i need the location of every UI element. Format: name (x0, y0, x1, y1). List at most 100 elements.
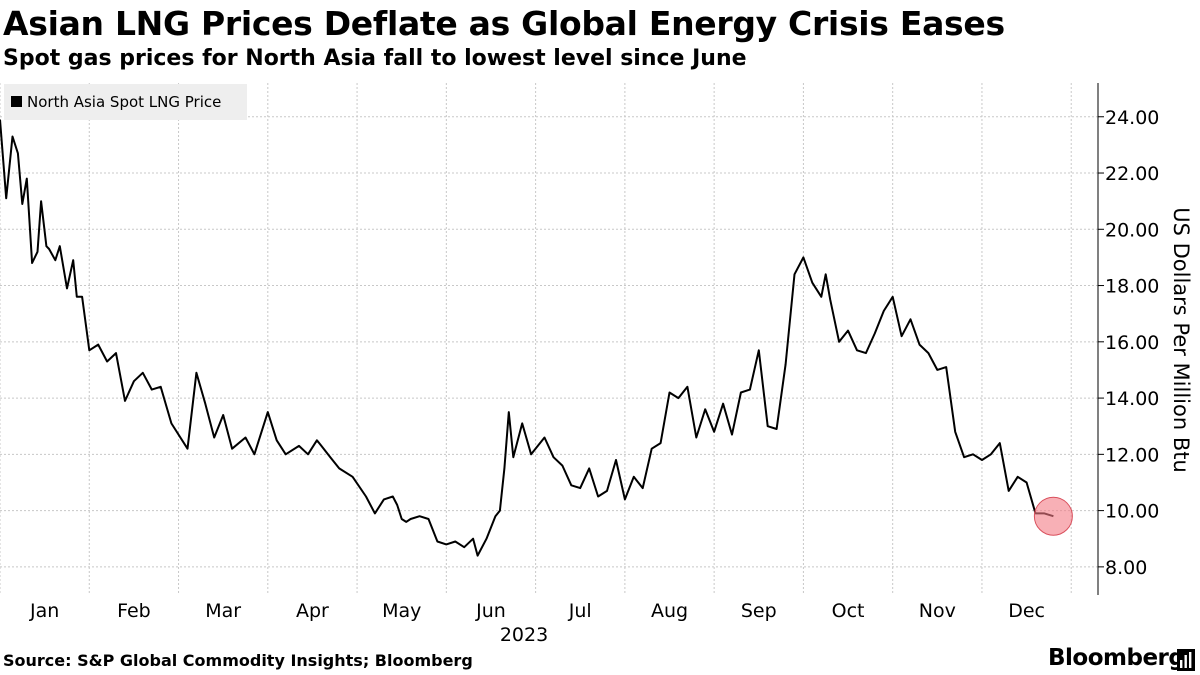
data-point (446, 544, 448, 546)
data-point (405, 521, 407, 523)
data-point (171, 423, 173, 425)
data-point (115, 352, 117, 354)
series-line (0, 119, 1054, 557)
data-point (383, 499, 385, 501)
data-point (990, 454, 992, 456)
data-point (428, 518, 430, 520)
data-point (392, 496, 394, 498)
y-tick-label: 14.00 (1105, 388, 1159, 410)
data-point (544, 437, 546, 439)
data-point (40, 200, 42, 202)
data-point (196, 372, 198, 374)
data-point (254, 454, 256, 456)
gridlines (0, 83, 1098, 595)
last-point-highlight (1033, 496, 1073, 536)
data-point (437, 541, 439, 543)
x-tick-label: Mar (205, 600, 241, 622)
data-point (97, 344, 99, 346)
legend-label: North Asia Spot LNG Price (27, 93, 221, 111)
data-point (267, 411, 269, 413)
data-point (825, 273, 827, 275)
chart-subtitle: Spot gas prices for North Asia fall to l… (3, 46, 747, 71)
x-tick-label: Jul (568, 600, 592, 622)
x-tick-label: Nov (919, 600, 956, 622)
data-point (365, 496, 367, 498)
data-point (579, 487, 581, 489)
data-point (321, 445, 323, 447)
x-tick-label: May (382, 600, 421, 622)
data-point (767, 425, 769, 427)
data-point (5, 198, 7, 200)
x-axis-year-label: 2023 (500, 624, 548, 646)
data-point (812, 282, 814, 284)
data-point (316, 439, 318, 441)
data-point (642, 487, 644, 489)
data-point (55, 259, 57, 261)
data-point (463, 546, 465, 548)
data-point (504, 468, 506, 470)
y-tick-labels: 8.00 10.00 12.00 14.00 16.00 18.00 20.00 22.00 2… (1105, 107, 1159, 579)
data-point (687, 386, 689, 388)
legend-background (4, 84, 247, 120)
data-point (660, 442, 662, 444)
data-points (0, 119, 1054, 557)
data-point (521, 423, 523, 425)
data-point (1008, 490, 1010, 492)
data-point (48, 248, 50, 250)
data-point (401, 518, 403, 520)
data-point (874, 333, 876, 335)
data-point (910, 319, 912, 321)
source-note: Source: S&P Global Commodity Insights; B… (3, 651, 473, 670)
y-axis-label: US Dollars Per Million Btu (1169, 207, 1193, 473)
data-point (588, 468, 590, 470)
data-point (512, 456, 514, 458)
data-point (937, 369, 939, 371)
y-tick-label: 10.00 (1105, 501, 1159, 523)
y-tick-label: 18.00 (1105, 276, 1159, 298)
x-tick-label: Sep (741, 600, 777, 622)
data-point (633, 476, 635, 478)
data-point (678, 397, 680, 399)
data-point (713, 431, 715, 433)
y-tick-label: 22.00 (1105, 163, 1159, 185)
data-point (945, 366, 947, 368)
data-point (329, 456, 331, 458)
data-point (758, 349, 760, 351)
y-tick-label: 8.00 (1105, 557, 1147, 579)
data-point (22, 203, 24, 205)
y-axis (1097, 83, 1104, 595)
y-tick-label: 12.00 (1105, 444, 1159, 466)
data-point (46, 245, 48, 247)
data-point (410, 518, 412, 520)
data-point (106, 361, 108, 363)
data-point (508, 411, 510, 413)
x-tick-label: Feb (117, 600, 151, 622)
highlight-layer (1033, 496, 1073, 536)
x-tick-label: Oct (832, 600, 865, 622)
data-point (222, 414, 224, 416)
data-point (160, 386, 162, 388)
data-point (892, 296, 894, 298)
data-point (820, 296, 822, 298)
data-point (972, 454, 974, 456)
data-point (776, 428, 778, 430)
data-point (307, 454, 309, 456)
data-point (213, 437, 215, 439)
data-point (651, 448, 653, 450)
data-point (151, 389, 153, 391)
legend: North Asia Spot LNG Price (4, 84, 247, 120)
data-point (901, 335, 903, 337)
data-point (803, 257, 805, 259)
data-point (883, 310, 885, 312)
data-point (37, 251, 39, 253)
data-point (59, 245, 61, 247)
x-tick-labels: Jan Feb Mar Apr May Jun Jul Aug Sep Oct Nov Dec (29, 600, 1045, 622)
data-point (374, 513, 376, 515)
data-point (81, 296, 83, 298)
data-point (731, 434, 733, 436)
data-point (142, 372, 144, 374)
data-point (285, 454, 287, 456)
chart-title: Asian LNG Prices Deflate as Global Energ… (3, 4, 1005, 43)
data-point (352, 476, 354, 478)
x-tick-label: Jun (475, 600, 506, 622)
